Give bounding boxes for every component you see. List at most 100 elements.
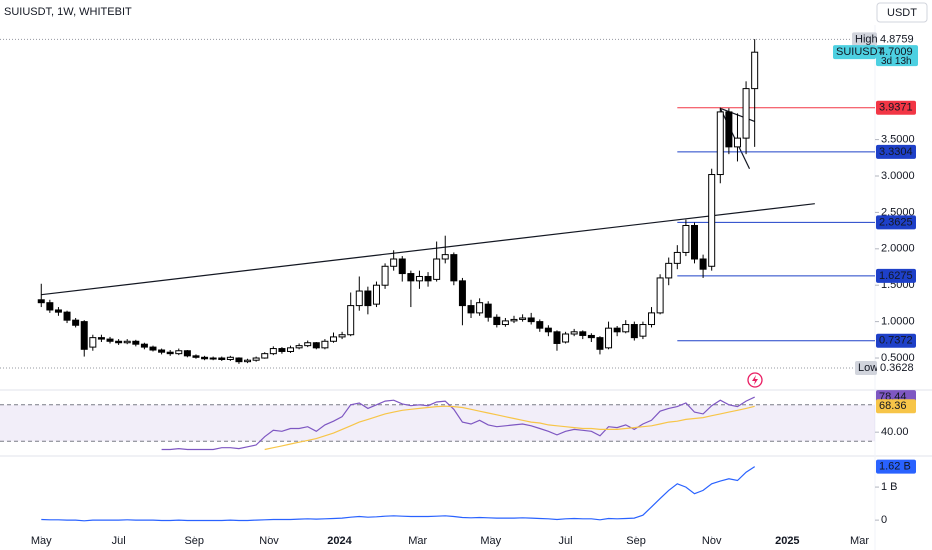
- candle-body: [329, 336, 337, 342]
- candle-body: [708, 174, 716, 267]
- x-tick-label: Mar: [408, 535, 427, 547]
- x-tick-label: Jul: [559, 535, 573, 547]
- price-line-label: 3.3304: [879, 146, 913, 158]
- candle-body: [312, 342, 320, 349]
- candle-body: [201, 356, 209, 360]
- candle-body: [54, 309, 62, 313]
- candle-body: [751, 51, 759, 90]
- candle-body: [158, 349, 166, 353]
- candle-body: [252, 357, 260, 361]
- indicator-line: [161, 396, 755, 451]
- candle-body: [287, 347, 295, 352]
- y-tick-label: 3.5000: [881, 133, 915, 145]
- low-label-box: [855, 361, 877, 376]
- x-tick-label: May: [480, 535, 501, 547]
- y-tick-label: 0: [881, 514, 887, 526]
- candle-body: [441, 254, 449, 260]
- candle-body: [519, 317, 527, 320]
- y-tick-label: 1.0000: [881, 316, 915, 328]
- currency[interactable]: USDT: [887, 7, 917, 19]
- x-tick-label: May: [31, 535, 52, 547]
- candle-body: [338, 334, 346, 338]
- last-value-label: 1.62 B: [879, 460, 911, 472]
- candle-body: [89, 337, 97, 348]
- candle-body: [381, 265, 389, 286]
- indicator-line: [264, 405, 755, 451]
- candle-body: [622, 324, 630, 333]
- x-tick-label: 2024: [327, 535, 352, 547]
- last-value-label-box: [876, 459, 916, 474]
- candle-body: [476, 302, 484, 314]
- price-line-label: 0.7372: [879, 335, 913, 347]
- candle-body: [656, 277, 664, 314]
- high-value: 4.8759: [880, 33, 914, 45]
- candle-body: [183, 350, 191, 357]
- candle-body: [235, 357, 243, 363]
- candle-body: [682, 225, 690, 253]
- price-line-label-box: [876, 100, 916, 115]
- x-tick-label: 2025: [775, 535, 799, 547]
- candle-body: [192, 355, 200, 358]
- last-value: 4.7009: [879, 46, 913, 58]
- candle-body: [140, 343, 148, 348]
- candle-body: [407, 273, 415, 282]
- candle-body: [467, 305, 475, 314]
- candle-body: [725, 111, 733, 148]
- high-label: High: [855, 33, 878, 45]
- y-tick-label: 2.0000: [881, 243, 915, 255]
- alert-icon[interactable]: [747, 372, 763, 388]
- y-tick-label: 3.0000: [881, 170, 915, 182]
- candle-body: [433, 258, 441, 280]
- last-name-box: [833, 45, 876, 60]
- low-label: Low: [858, 362, 878, 374]
- candle-body: [321, 340, 329, 349]
- currency-box[interactable]: [876, 2, 928, 23]
- candle-body: [372, 284, 380, 305]
- candle-body: [295, 345, 303, 349]
- candle-body: [733, 137, 741, 148]
- candle-body: [450, 254, 458, 282]
- candle-body: [269, 348, 277, 355]
- candle-body: [613, 327, 621, 333]
- candle-body: [673, 251, 681, 264]
- candle-body: [80, 321, 88, 350]
- last-value-label: 68.36: [879, 400, 907, 412]
- y-tick-label: 40.00: [881, 426, 909, 438]
- candle-body: [244, 359, 252, 363]
- candle-body: [596, 337, 604, 350]
- candle-body: [630, 324, 638, 339]
- high-label-box: [852, 32, 877, 47]
- y-tick-label: 0.5000: [881, 352, 915, 364]
- candle-body: [123, 340, 131, 344]
- candle-body: [648, 312, 656, 326]
- last-value-label-box: [876, 399, 916, 414]
- candle-body: [605, 327, 613, 349]
- candle-body: [527, 317, 535, 323]
- candle-body: [226, 356, 234, 360]
- indicator-line: [41, 466, 756, 522]
- candle-body: [209, 357, 217, 360]
- price-line-label-box: [876, 144, 916, 159]
- low-value-box: [877, 361, 917, 376]
- candle-body: [699, 258, 707, 270]
- x-tick-label: Mar: [850, 535, 869, 547]
- candle-body: [690, 225, 698, 260]
- candle-body: [115, 340, 123, 344]
- price-line-label: 3.9371: [879, 102, 913, 114]
- candle-body: [106, 338, 114, 342]
- candle-body: [424, 275, 432, 282]
- low-value: 0.3628: [880, 362, 914, 374]
- candle-body: [579, 331, 587, 336]
- candle-body: [716, 111, 724, 176]
- candle-body: [510, 318, 518, 322]
- candle-body: [562, 333, 570, 343]
- candle-body: [218, 357, 226, 360]
- trend-line: [41, 203, 815, 296]
- y-tick-label: 2.5000: [881, 206, 915, 218]
- candle-body: [261, 353, 269, 359]
- candle-body: [501, 320, 509, 326]
- price-line-label: 1.6275: [879, 270, 913, 282]
- candle-body: [390, 258, 398, 267]
- candle-body: [398, 258, 406, 275]
